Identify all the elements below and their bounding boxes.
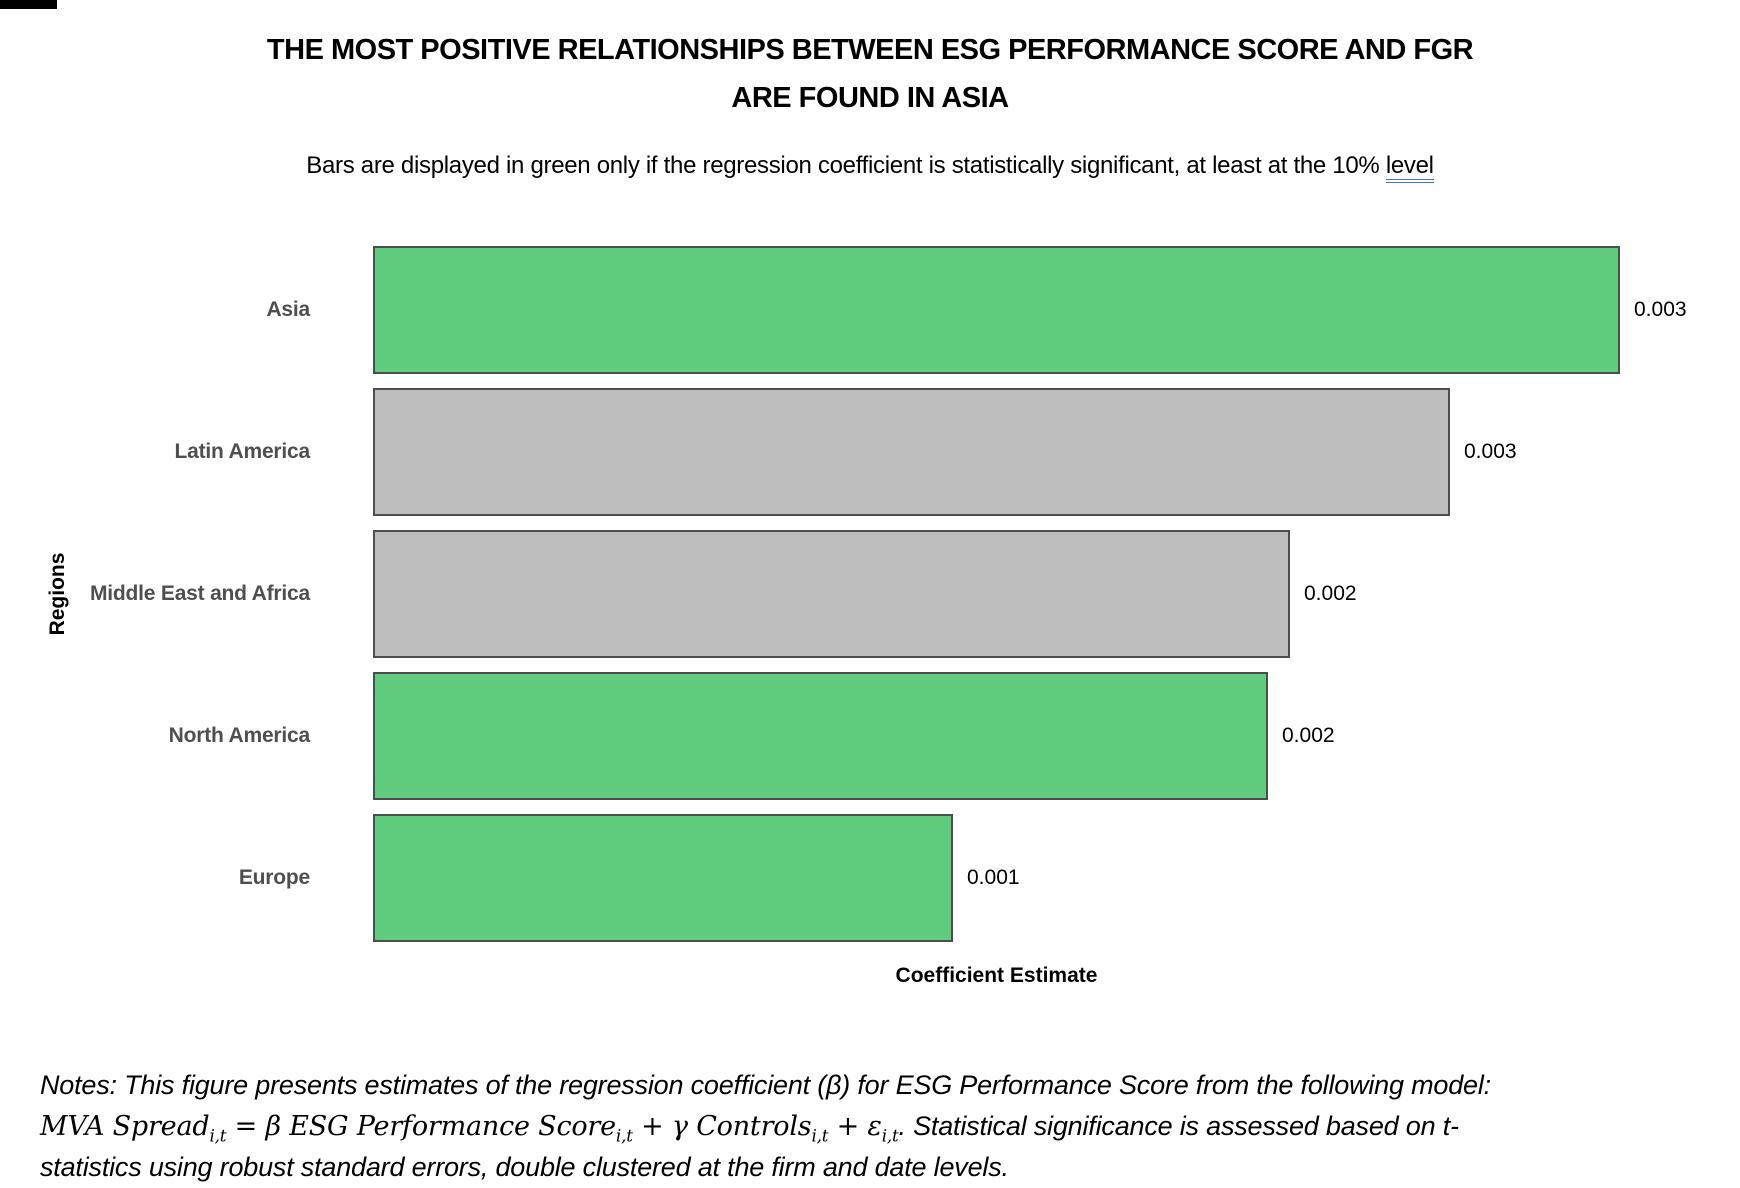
notes: Notes: This figure presents estimates of… (40, 1065, 1552, 1188)
notes-lead-text: Notes: This figure presents estimates of… (40, 1070, 1491, 1100)
value-label: 0.003 (1464, 440, 1517, 463)
notes-formula-segment: MVA Spreadi,t (40, 1111, 227, 1146)
category-label: Latin America (174, 440, 311, 463)
category-label: North America (168, 724, 311, 747)
y-axis-title: Regions (46, 552, 69, 636)
chart-row: Europe 0.001 (0, 814, 1740, 942)
category-label: Europe (238, 866, 310, 889)
bar (373, 246, 1620, 374)
bar (373, 388, 1450, 516)
chart-title-line1: THE MOST POSITIVE RELATIONSHIPS BETWEEN … (266, 34, 1474, 66)
chart-row: Latin America 0.003 (0, 388, 1740, 516)
notes-formula-segment: = β ESG Performance Scorei,t (226, 1111, 633, 1146)
value-label: 0.001 (967, 866, 1020, 889)
subtitle-underlined-word: level (1385, 152, 1434, 183)
chart-row: Middle East and Africa 0.002 (0, 530, 1740, 658)
bar-chart: Regions Asia 0.003 Latin America 0.003 M… (0, 246, 1740, 988)
chart-title-line2: ARE FOUND IN ASIA (731, 82, 1009, 114)
chart-row: North America 0.002 (0, 672, 1740, 800)
chart-subtitle: Bars are displayed in green only if the … (0, 152, 1740, 183)
notes-formula-segment: + γ Controlsi,t (632, 1111, 829, 1146)
category-label: Asia (266, 298, 310, 321)
subtitle-text: Bars are displayed in green only if the … (306, 152, 1386, 179)
category-label: Middle East and Africa (89, 582, 310, 605)
bar (373, 814, 953, 942)
value-label: 0.002 (1304, 582, 1357, 605)
chart-title: THE MOST POSITIVE RELATIONSHIPS BETWEEN … (0, 0, 1740, 122)
chart-row: Asia 0.003 (0, 246, 1740, 374)
bar (373, 672, 1268, 800)
value-label: 0.002 (1282, 724, 1335, 747)
value-label: 0.003 (1634, 298, 1687, 321)
x-axis-title: Coefficient Estimate (895, 964, 1098, 987)
bar (373, 530, 1290, 658)
notes-formula-segment: + εi,t (828, 1111, 899, 1146)
chart-rows: Asia 0.003 Latin America 0.003 Middle Ea… (0, 246, 1740, 942)
document-border-artifact (0, 0, 57, 9)
